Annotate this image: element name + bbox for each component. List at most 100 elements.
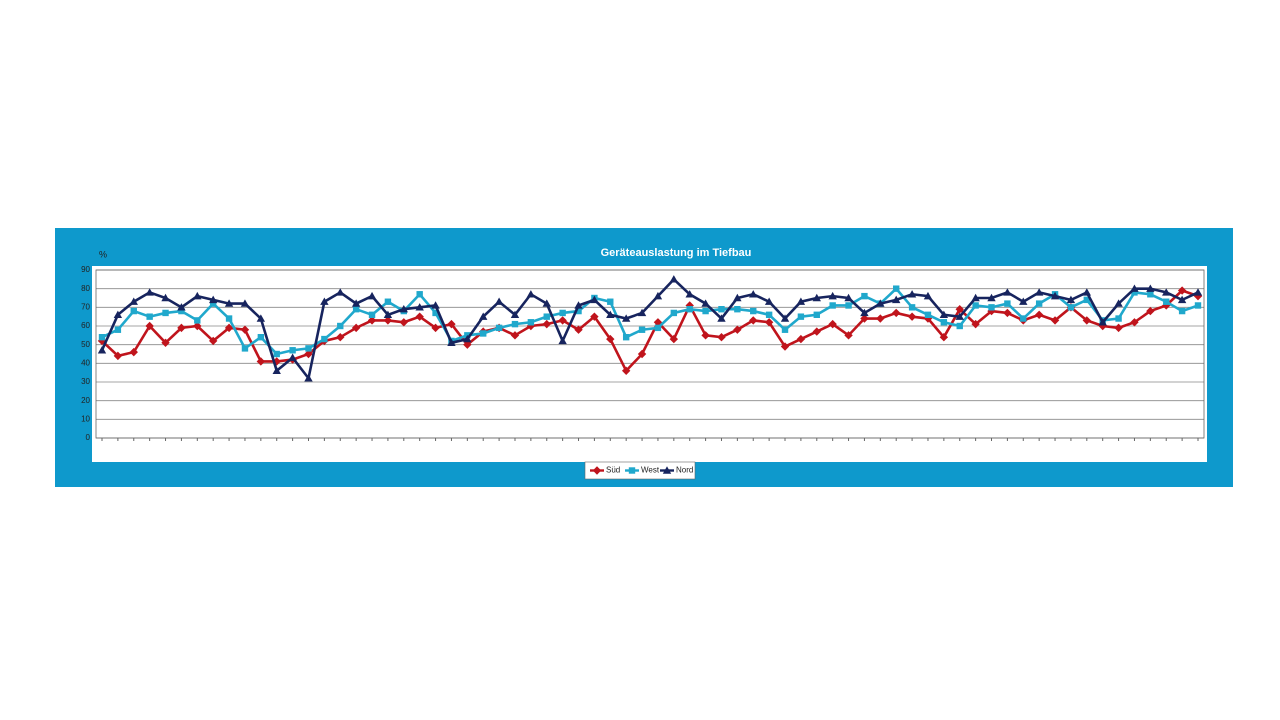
marker: [940, 319, 948, 326]
marker: [955, 312, 964, 320]
marker: [844, 331, 853, 340]
marker: [256, 357, 266, 366]
marker: [146, 313, 153, 320]
marker: [304, 374, 313, 382]
marker: [1050, 316, 1060, 325]
legend-label: Nord: [676, 466, 693, 475]
marker: [653, 291, 663, 300]
marker: [399, 318, 408, 327]
marker: [892, 308, 901, 318]
marker: [511, 320, 519, 328]
marker: [479, 312, 488, 320]
marker: [733, 293, 742, 302]
marker: [209, 300, 217, 307]
marker: [1082, 316, 1092, 325]
marker: [844, 293, 853, 302]
marker: [876, 299, 885, 307]
marker: [924, 311, 932, 318]
marker: [733, 325, 742, 334]
marker: [352, 306, 360, 313]
marker: [971, 319, 980, 329]
marker: [621, 366, 631, 375]
marker: [178, 307, 185, 315]
marker: [113, 351, 123, 361]
y-tick-label: 60: [81, 321, 90, 330]
marker: [1003, 308, 1012, 318]
marker: [1147, 291, 1154, 298]
marker: [1003, 288, 1012, 296]
marker: [257, 334, 265, 341]
marker: [717, 314, 726, 322]
series-line: [101, 286, 1199, 356]
marker: [939, 310, 949, 318]
marker: [447, 338, 456, 346]
marker: [1115, 315, 1122, 322]
marker: [590, 312, 599, 321]
marker: [194, 317, 201, 324]
marker: [621, 314, 631, 322]
marker: [796, 334, 806, 344]
marker: [224, 323, 234, 333]
marker: [289, 347, 296, 354]
marker: [367, 291, 377, 300]
marker: [113, 310, 123, 318]
marker: [669, 275, 679, 283]
y-tick-label: 30: [81, 377, 90, 386]
marker: [907, 312, 917, 321]
marker: [575, 307, 582, 315]
chart-title: Geräteauslastung im Tiefbau: [601, 247, 752, 259]
legend-label: Süd: [606, 466, 620, 475]
marker: [321, 335, 328, 343]
marker: [907, 290, 917, 298]
marker: [1034, 288, 1044, 296]
series-line: [101, 289, 1199, 374]
marker: [1019, 297, 1028, 305]
marker: [542, 299, 551, 307]
marker: [654, 324, 662, 332]
marker: [923, 291, 933, 300]
marker: [431, 301, 440, 309]
marker: [669, 334, 679, 344]
marker: [304, 349, 313, 359]
marker: [224, 299, 234, 307]
marker: [606, 310, 615, 318]
marker: [1130, 318, 1139, 327]
marker: [1178, 307, 1186, 315]
marker: [1050, 291, 1060, 300]
marker: [193, 321, 202, 331]
marker: [637, 308, 647, 317]
marker: [988, 304, 995, 311]
marker: [351, 299, 361, 307]
marker: [527, 319, 535, 326]
marker: [813, 311, 820, 318]
marker: [1146, 284, 1155, 292]
marker: [702, 307, 709, 315]
marker: [368, 311, 376, 318]
marker: [1114, 323, 1123, 333]
marker: [717, 333, 726, 342]
marker: [1194, 302, 1202, 309]
marker: [861, 292, 868, 300]
marker: [590, 295, 599, 304]
marker: [305, 345, 312, 352]
marker: [495, 324, 503, 332]
marker: [559, 309, 566, 317]
marker: [1162, 288, 1171, 296]
marker: [592, 466, 602, 475]
marker: [1163, 298, 1170, 305]
marker: [273, 350, 280, 358]
marker: [129, 347, 138, 357]
marker: [685, 301, 694, 310]
y-tick-label: 0: [86, 433, 91, 442]
marker: [383, 316, 393, 325]
marker: [893, 285, 900, 292]
y-tick-label: 80: [81, 284, 90, 293]
marker: [1034, 310, 1044, 319]
marker: [780, 314, 790, 322]
marker: [337, 322, 344, 330]
marker: [542, 319, 551, 329]
marker: [637, 349, 647, 359]
marker: [447, 319, 456, 329]
marker: [638, 326, 646, 333]
marker: [797, 313, 805, 320]
